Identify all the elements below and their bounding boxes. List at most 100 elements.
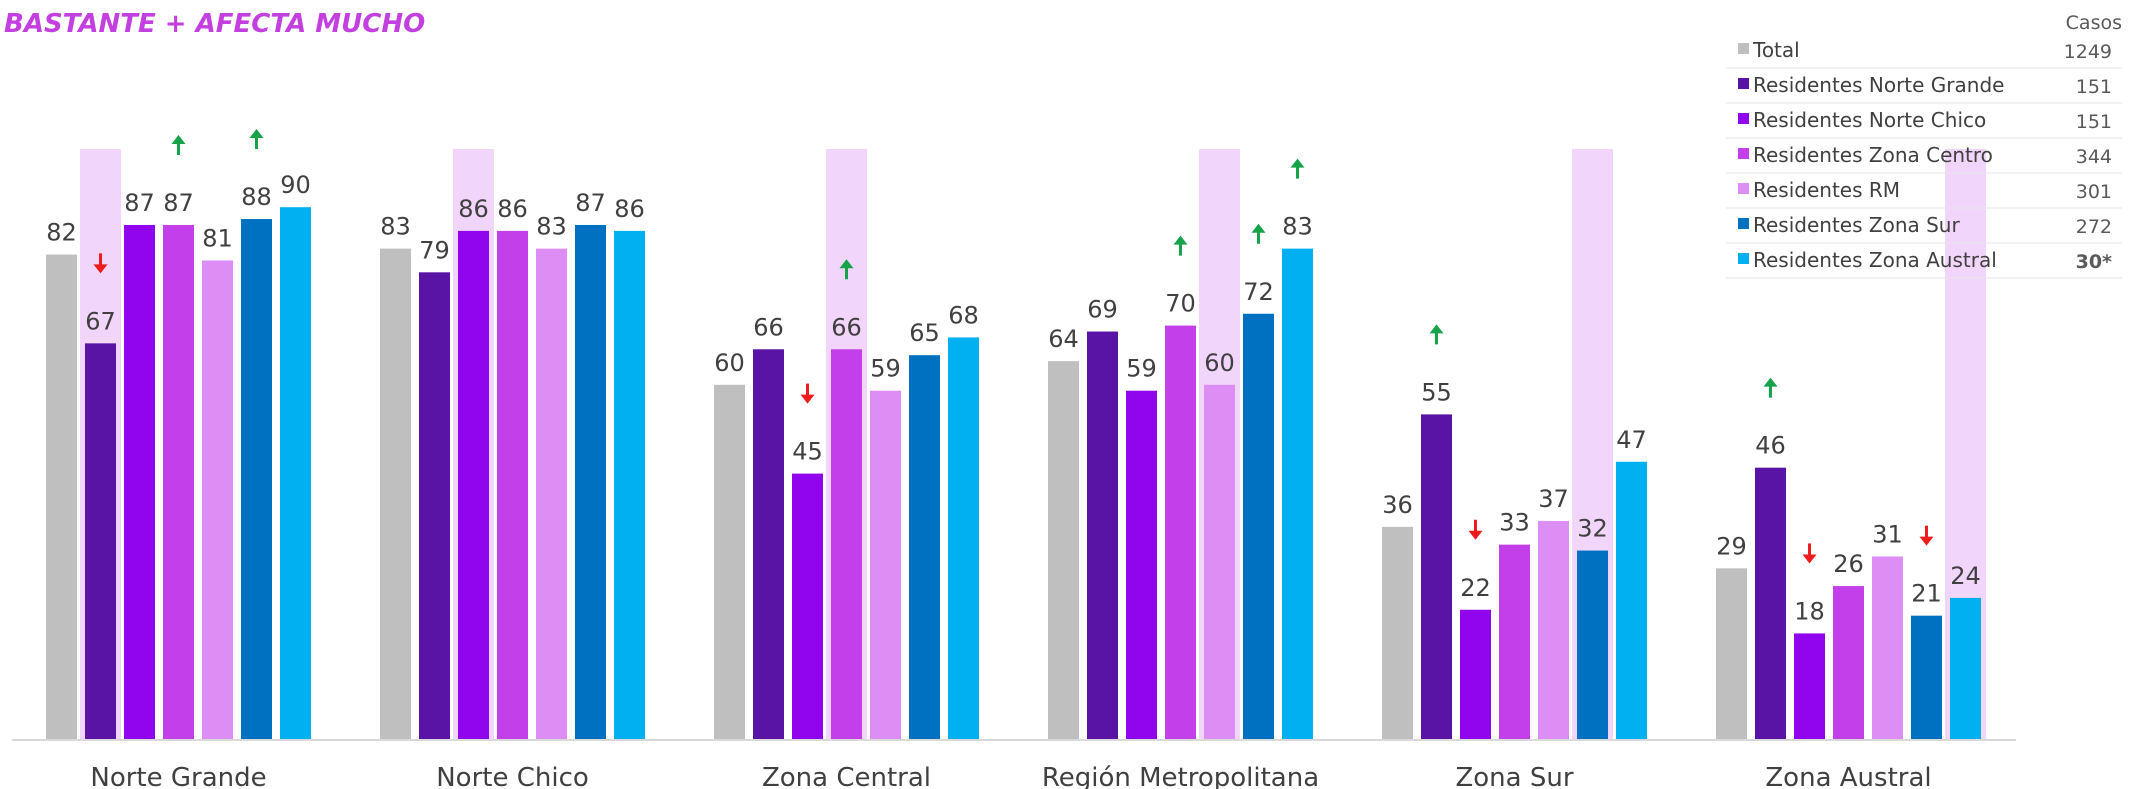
- value-label: 46: [1755, 432, 1786, 460]
- arrow-down-icon: [93, 253, 108, 274]
- value-label: 86: [614, 195, 645, 223]
- bar: [1794, 633, 1825, 740]
- bar: [1499, 544, 1530, 740]
- legend-case-count: 30*: [2076, 251, 2112, 273]
- category-label: Región Metropolitana: [1042, 763, 1319, 789]
- category-label: Norte Grande: [90, 763, 266, 789]
- bar: [1282, 248, 1313, 740]
- value-label: 29: [1716, 532, 1747, 560]
- bar: [1833, 586, 1864, 740]
- bar: [1577, 550, 1608, 740]
- bar: [1872, 556, 1903, 740]
- bar: [1087, 331, 1118, 740]
- bar: [380, 248, 411, 740]
- arrow-down-icon: [800, 383, 815, 404]
- bar: [870, 390, 901, 740]
- value-label: 32: [1577, 515, 1608, 543]
- significance-markers: [93, 129, 1934, 564]
- bar: [1421, 414, 1452, 740]
- legend-swatch: [1738, 183, 1749, 194]
- category-label: Norte Chico: [436, 763, 589, 789]
- value-label: 83: [1282, 213, 1313, 241]
- legend: Casos Total 1249 Residentes Norte Grande 15…: [1726, 12, 2122, 279]
- legend-case-count: 151: [2076, 76, 2112, 98]
- value-label: 36: [1382, 491, 1413, 519]
- bar: [1755, 467, 1786, 740]
- value-label: 83: [536, 213, 567, 241]
- legend-header: Casos: [2066, 12, 2122, 34]
- arrow-up-icon: [1429, 324, 1444, 345]
- legend-item: Residentes Norte Grande 151: [1726, 73, 2122, 104]
- value-label: 86: [497, 195, 528, 223]
- arrow-down-icon: [1468, 519, 1483, 540]
- bar: [1716, 568, 1747, 740]
- value-label: 86: [458, 195, 489, 223]
- legend-item: Residentes RM 301: [1726, 178, 2122, 209]
- bar: [1460, 609, 1491, 740]
- value-label: 88: [241, 183, 272, 211]
- arrow-up-icon: [1251, 223, 1266, 244]
- category-label: Zona Austral: [1765, 763, 1931, 789]
- arrow-up-icon: [249, 129, 264, 150]
- bar: [419, 272, 450, 740]
- legend-label: Residentes Zona Sur: [1753, 213, 1960, 237]
- bar: [575, 224, 606, 740]
- value-label: 87: [163, 189, 194, 217]
- legend-label: Total: [1752, 38, 1800, 62]
- legend-case-count: 151: [2076, 111, 2112, 133]
- bar: [241, 219, 272, 741]
- legend-case-count: 1249: [2064, 41, 2112, 63]
- value-label: 21: [1911, 580, 1942, 608]
- bar: [1950, 597, 1981, 740]
- legend-label: Residentes Norte Grande: [1753, 73, 2004, 97]
- legend-swatch: [1738, 218, 1749, 229]
- legend-label: Residentes Zona Austral: [1753, 248, 1997, 272]
- value-label: 68: [948, 301, 979, 329]
- legend-swatch: [1738, 43, 1749, 54]
- legend-item: Total 1249: [1726, 38, 2122, 69]
- category-label: Zona Sur: [1455, 763, 1573, 789]
- value-label: 37: [1538, 485, 1569, 513]
- value-label: 83: [380, 213, 411, 241]
- value-label: 18: [1794, 597, 1825, 625]
- bar: [1204, 384, 1235, 740]
- arrow-up-icon: [839, 259, 854, 280]
- category-label: Zona Central: [762, 763, 931, 789]
- value-label: 60: [714, 349, 745, 377]
- bar: [85, 343, 116, 740]
- legend-label: Residentes RM: [1753, 178, 1900, 202]
- bar: [536, 248, 567, 740]
- bar: [1911, 615, 1942, 740]
- bar: [163, 224, 194, 740]
- legend-label: Residentes Zona Centro: [1753, 143, 1993, 167]
- bar: [948, 337, 979, 740]
- value-label: 90: [280, 171, 311, 199]
- arrow-up-icon: [171, 134, 186, 155]
- bar: [202, 260, 233, 740]
- value-label: 64: [1048, 325, 1079, 353]
- value-label: 82: [46, 219, 77, 247]
- value-label: 72: [1243, 278, 1274, 306]
- legend-swatch: [1738, 78, 1749, 89]
- legend-swatch: [1738, 148, 1749, 159]
- legend-case-count: 272: [2076, 216, 2112, 238]
- bar: [1382, 526, 1413, 740]
- bar: [46, 254, 77, 740]
- legend-item: Residentes Zona Centro 344: [1726, 143, 2122, 174]
- value-label: 59: [870, 355, 901, 383]
- bar: [792, 473, 823, 740]
- bar: [614, 230, 645, 740]
- highlight-bands: [80, 149, 1986, 740]
- value-label: 70: [1165, 290, 1196, 318]
- value-labels: 82 67 87 87 81 88 90 83 79 86 86 83 87 86 60 66 45 66 59 65…: [46, 171, 1981, 625]
- bar: [497, 230, 528, 740]
- legend-case-count: 301: [2076, 181, 2112, 203]
- legend-label: Residentes Norte Chico: [1753, 108, 1986, 132]
- legend-item: Residentes Zona Austral 30*: [1726, 248, 2122, 279]
- arrow-up-icon: [1763, 377, 1778, 398]
- value-label: 24: [1950, 562, 1981, 590]
- value-label: 33: [1499, 509, 1530, 537]
- bar: [1126, 390, 1157, 740]
- value-label: 79: [419, 236, 450, 264]
